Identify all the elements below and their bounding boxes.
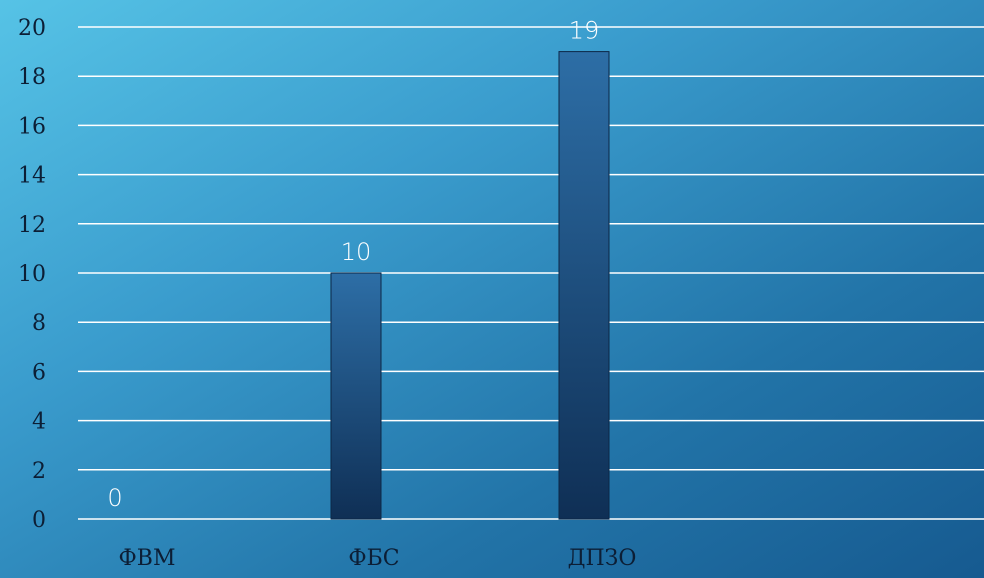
y-tick-label: 20 [18,16,46,41]
x-axis-categories: ФВМ ФБС ДПЗО [119,546,637,571]
y-tick-label: 0 [32,508,46,533]
y-tick-label: 18 [18,65,46,90]
y-tick-label: 10 [18,262,46,287]
x-category-label: ФВМ [119,546,176,571]
x-category-label: ДПЗО [568,546,637,571]
y-tick-label: 12 [18,213,46,238]
bars [330,51,610,520]
y-tick-label: 2 [32,459,46,484]
bar-2 [330,272,382,520]
y-tick-label: 14 [18,164,46,189]
y-tick-label: 6 [32,360,46,385]
data-label-1: 0 [107,484,122,512]
data-labels: 0 10 19 [107,17,599,512]
x-category-label: ФБС [348,546,399,571]
data-label-2: 10 [341,238,372,266]
y-tick-label: 16 [18,114,46,139]
y-tick-label: 8 [32,311,46,336]
gridlines [78,26,984,520]
data-label-3: 19 [569,17,600,45]
bar-3 [558,51,610,520]
y-axis-ticks: 0 2 4 6 8 10 12 14 16 18 20 [18,16,46,533]
y-tick-label: 4 [32,410,46,435]
